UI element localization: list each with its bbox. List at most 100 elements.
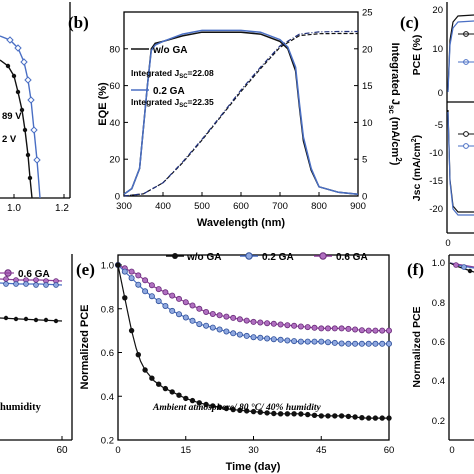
panel-e-data-point	[135, 272, 142, 279]
panel-b-integrated-wo: Integrated JSC=22.08	[131, 68, 214, 80]
panel-e-x-ticks: 0 15 30 45 60	[115, 436, 394, 456]
panel-f-y-tick: 1.0	[432, 258, 445, 269]
panel-e-y-tick-label: 1.0	[101, 261, 114, 272]
panel-d-legend-06: 0.6 GA	[18, 269, 50, 280]
panel-e-data-point	[182, 314, 189, 321]
panel-a-markers-blue	[6, 36, 41, 164]
panel-d-note: humidity	[0, 402, 42, 413]
panel-e-data-point	[250, 334, 257, 341]
panel-e-data-point	[366, 415, 372, 421]
panel-e-data-point	[372, 327, 379, 334]
panel-b-y2-tick-label: 5	[362, 155, 367, 166]
panel-e-y-tick-label: 0.4	[101, 392, 114, 403]
panel-e-data-point	[386, 415, 392, 421]
panel-e-data-point	[338, 325, 345, 332]
panel-d-curve-black	[0, 317, 63, 322]
panel-e-data-point	[264, 410, 270, 416]
panel-b-eqe-line	[123, 31, 359, 195]
panel-e-data-point	[216, 404, 223, 410]
panel-e-series	[115, 261, 392, 421]
panel-e-data-point	[250, 318, 257, 325]
panel-e-data-point	[345, 340, 352, 347]
panel-e-data-point	[175, 311, 182, 318]
panel-e-data-point	[365, 327, 372, 334]
panel-e-y-tick-label: 0.6	[101, 348, 114, 359]
panel-a-markers-black	[5, 63, 33, 181]
panel-c-pce-tick: 0	[438, 88, 443, 99]
panel-e-data-point	[189, 302, 196, 309]
panel-a: 1.0 1.2 89 V 2 V	[0, 2, 71, 214]
panel-e-data-point	[203, 322, 210, 329]
panel-e-data-point	[155, 381, 162, 387]
panel-e-data-point	[135, 352, 141, 358]
panel-b-x-tick-label: 400	[155, 201, 171, 212]
panel-b-x-label: Wavelength (nm)	[197, 217, 286, 229]
panel-e-data-point	[365, 340, 372, 347]
panel-e-data-point	[142, 288, 149, 295]
panel-e-data-point	[324, 339, 331, 346]
panel-e-data-point	[379, 327, 386, 334]
panel-b-x-tick-label: 900	[350, 201, 366, 212]
panel-e-annotation: Ambient atmosphere/ 80 °C/ 40% humidity	[152, 402, 321, 413]
panel-e-x-tick-label: 60	[384, 445, 395, 456]
panel-c-marker	[463, 131, 469, 137]
panel-e-x-tick-label: 0	[115, 445, 120, 456]
panel-e-data-point	[223, 313, 230, 320]
panel-e-legend-marker-wo	[172, 253, 178, 259]
panel-b-y-tick-label: 0	[115, 192, 120, 203]
panel-e-data-point	[162, 385, 169, 392]
panel-e-data-point	[236, 316, 243, 323]
panel-e-data-point	[331, 325, 338, 332]
panel-e-series-line	[117, 264, 389, 345]
panel-e-x-tick-label: 45	[316, 445, 327, 456]
panel-e-data-point	[230, 406, 236, 413]
panel-e-data-point	[203, 308, 210, 315]
panel-f-x-tick: 0	[449, 445, 454, 456]
panel-e-data-point	[121, 268, 128, 275]
panel-e-legend-06: 0.6 GA	[336, 252, 368, 263]
panel-e-data-point	[250, 408, 257, 415]
panel-b-x-tick-label: 600	[233, 201, 249, 212]
panel-e-legend-02: 0.2 GA	[262, 252, 294, 263]
panel-e-data-point	[270, 336, 277, 343]
panel-e-x-tick-label: 30	[248, 445, 259, 456]
panel-e-data-point	[230, 330, 237, 337]
panel-e-data-point	[196, 400, 202, 406]
panel-e-data-point	[183, 395, 189, 402]
panel-e-data-point	[169, 389, 175, 395]
panel-e-data-point	[304, 338, 311, 345]
panel-e-data-point	[210, 403, 216, 409]
panel-e-data-point	[236, 331, 243, 338]
panel-b-y-label: EQE (%)	[97, 82, 109, 126]
panel-b-y-tick-label: 60	[109, 81, 120, 92]
panel-e-data-point	[311, 338, 318, 345]
panel-e-data-point	[148, 293, 155, 300]
panel-e-data-point	[277, 411, 284, 417]
panel-e-data-point	[297, 323, 304, 330]
panel-c-jsc-tick: -5	[435, 120, 443, 131]
panel-e-y-ticks: 0.2 0.4 0.6 0.8 1.0	[101, 261, 122, 447]
panel-e-data-point	[284, 322, 291, 329]
panel-e-data-point	[223, 405, 230, 412]
panel-c: (c) 20 10 0 -5 -10 -15 -20 0 PCE (%) Jsc…	[400, 2, 474, 249]
panel-e-data-point	[359, 415, 365, 421]
panel-f: (f) Normalized PCE 1.0 0.8 0.6 0.4 0.2 0	[407, 254, 474, 456]
panel-b-x-tick-label: 300	[116, 201, 132, 212]
panel-e-legend-wo: w/o GA	[186, 252, 221, 263]
panel-e-label: (e)	[76, 260, 95, 279]
panel-e-data-point	[305, 411, 311, 418]
panel-e-y-tick-label: 0.8	[101, 304, 114, 315]
panel-e-data-point	[216, 326, 223, 333]
panel-b-legend-wo: w/o GA	[152, 45, 187, 56]
panel-e-data-point	[379, 340, 386, 347]
panel-f-label: (f)	[407, 260, 424, 279]
panel-c-pce-tick: 20	[432, 5, 443, 16]
panel-e-data-point	[176, 392, 182, 398]
panel-b-y-tick-label: 40	[109, 118, 120, 129]
panel-e-x-tick-label: 15	[180, 445, 191, 456]
panel-e-data-point	[196, 321, 203, 328]
panel-d: 60 0.6 GA humidity	[0, 254, 73, 456]
panel-c-pce-tick: 10	[432, 44, 443, 55]
panel-e-legend-marker-06	[319, 252, 327, 260]
panel-e-data-point	[162, 289, 169, 296]
